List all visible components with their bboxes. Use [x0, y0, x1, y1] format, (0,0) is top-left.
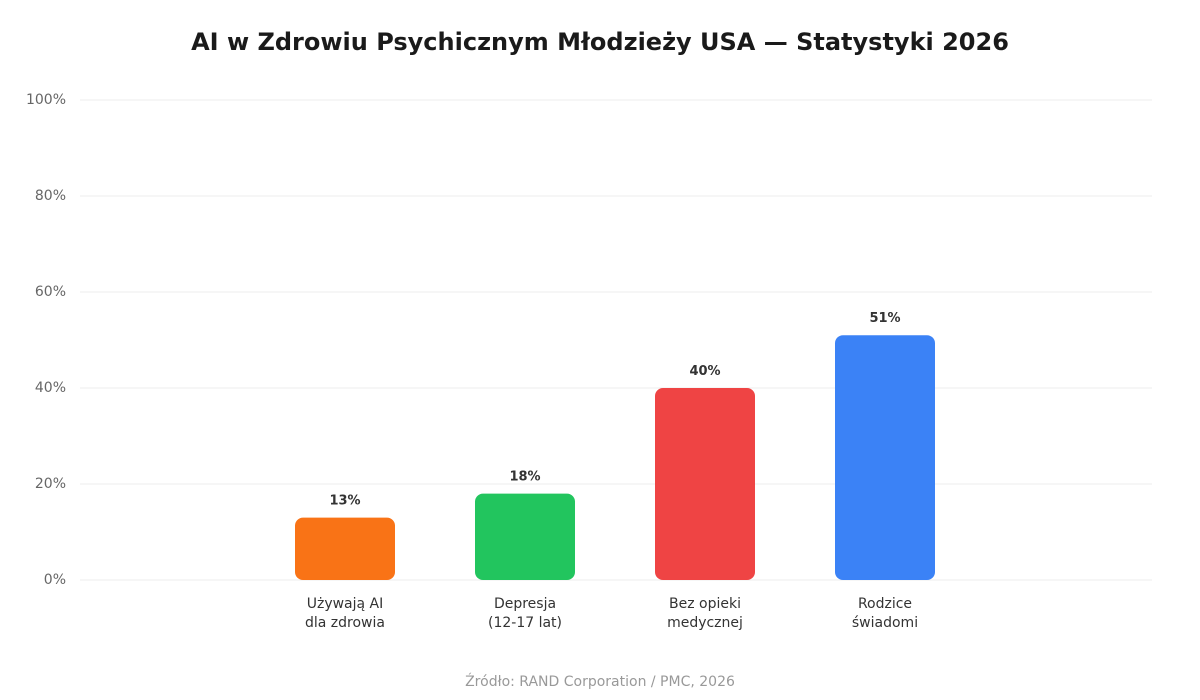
y-tick-label: 0% — [44, 572, 66, 588]
x-tick-label: Bez opieki — [669, 596, 741, 612]
y-tick-label: 40% — [35, 380, 66, 396]
bar — [295, 517, 395, 580]
x-tick-label: Używają AI — [307, 596, 384, 612]
bar — [835, 335, 935, 580]
x-tick-label: dla zdrowia — [305, 615, 385, 631]
y-tick-label: 100% — [26, 92, 66, 108]
data-label: 40% — [689, 364, 720, 379]
source-note: Źródło: RAND Corporation / PMC, 2026 — [465, 674, 735, 690]
y-tick-label: 20% — [35, 476, 66, 492]
bar — [655, 388, 755, 580]
data-label: 51% — [869, 311, 900, 326]
x-tick-label: medycznej — [667, 615, 743, 631]
x-tick-label: Depresja — [494, 596, 556, 612]
x-tick-label: Rodzice — [858, 596, 912, 612]
x-tick-label: świadomi — [852, 615, 918, 631]
bar — [475, 493, 575, 580]
x-tick-label: (12-17 lat) — [488, 615, 562, 631]
data-label: 18% — [509, 470, 540, 485]
chart-title: AI w Zdrowiu Psychicznym Młodzieży USA —… — [191, 28, 1009, 56]
data-label: 13% — [329, 494, 360, 509]
y-tick-label: 80% — [35, 188, 66, 204]
y-tick-label: 60% — [35, 284, 66, 300]
